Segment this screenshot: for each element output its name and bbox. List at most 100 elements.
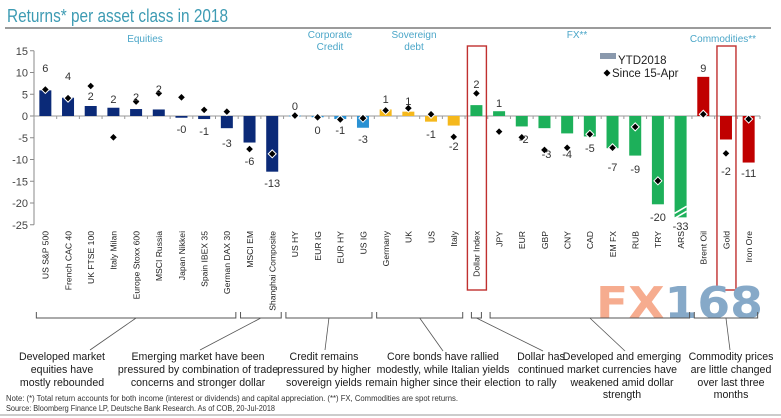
marker-msci-russia (154, 88, 164, 99)
bracket (376, 312, 464, 319)
annotation-developed-equities: Developed market equities have mostly re… (19, 351, 105, 389)
category-labels: US S&P 500 French CAC 40 UK FTSE 100 Italy … (41, 230, 754, 310)
category-label-uk: UK (404, 231, 414, 243)
data-label-brent-oil: 9 (700, 63, 706, 75)
category-label-eur: EUR (517, 231, 527, 249)
bar-em-fx (606, 116, 619, 149)
marker-us-ig (358, 113, 368, 123)
bar-italy (447, 116, 460, 126)
data-label-us: -1 (426, 129, 436, 141)
marker-eur-ig (312, 112, 323, 123)
data-label-japan-nikkei: -0 (177, 124, 187, 136)
bars (39, 76, 755, 220)
category-label-us: US (426, 231, 436, 243)
marker-uk-ftse-100 (86, 81, 96, 91)
data-label-eur-ig: 0 (315, 125, 321, 137)
data-label-jpy: 1 (496, 98, 502, 110)
connector-line (199, 317, 262, 351)
connector-line (589, 317, 626, 352)
axis-break-mark (674, 205, 687, 215)
marker-dollar-index (471, 88, 482, 99)
category-label-us-ig: US IG (358, 231, 368, 255)
y-tick-label: -20 (12, 198, 28, 210)
marker-italy-milan (108, 132, 119, 143)
category-label-germany: Germany (381, 230, 391, 266)
legend-label-since: Since 15-Apr (612, 68, 679, 80)
marker-gold (721, 148, 731, 159)
data-label-rub: -9 (630, 164, 640, 176)
y-tick-label: -5 (18, 133, 28, 145)
marker-jpy (494, 126, 504, 137)
marker-cny (562, 143, 572, 153)
marker-us-s-p-500 (40, 84, 51, 95)
bar-gold (719, 116, 732, 140)
group-label-equities: Equities (127, 34, 163, 45)
bar-brent-oil (697, 76, 710, 116)
annotation-sovereign: Core bonds have rallied modestly, while … (365, 351, 521, 389)
bracket (35, 312, 237, 319)
marker-eur-hy (335, 114, 345, 125)
group-label-fx: FX** (567, 30, 588, 41)
bar-jpy (493, 111, 506, 116)
connector-line (89, 317, 137, 351)
marker-gbp (539, 145, 550, 155)
group-label-sovereign-line2: debt (404, 42, 424, 53)
annotation-fx: Developed and emerging market currencies… (562, 351, 682, 402)
bracket (693, 312, 759, 319)
marker-brent-oil (698, 109, 708, 119)
data-label-uk: 1 (405, 96, 411, 108)
data-label-ars: -33 (673, 221, 689, 233)
category-label-ars: ARS (676, 231, 686, 249)
data-label-shanghai-composite: -13 (264, 178, 280, 190)
data-label-msci-em: -6 (245, 156, 255, 168)
bar-spain-ibex-35 (198, 116, 211, 120)
data-label-gbp: -3 (542, 149, 552, 161)
annotation-commodities: Commodity prices are little changed over… (688, 351, 774, 402)
data-label-em-fx: -7 (608, 162, 618, 174)
data-label-us-s-p-500: 6 (42, 63, 48, 75)
highlight-boxes (466, 45, 737, 291)
data-label-eur: -2 (519, 134, 529, 146)
watermark-part1: FX (596, 278, 665, 329)
category-label-us-hy: US HY (290, 231, 300, 258)
marker-rub (630, 122, 640, 132)
data-label-iron-ore: -11 (741, 168, 756, 180)
marker-italy (449, 132, 459, 142)
data-label-spain-ibex-35: -1 (199, 126, 209, 138)
marker-french-cac-40 (63, 93, 73, 103)
category-label-gold: Gold (721, 231, 731, 249)
y-tick-label: -15 (12, 176, 28, 188)
data-label-cad: -5 (585, 143, 595, 155)
category-label-french-cac-40: French CAC 40 (63, 231, 73, 290)
category-label-iron-ore: Iron Ore (744, 231, 754, 263)
chart-title: Returns* per asset class in 2018 (7, 6, 228, 26)
category-label-spain-ibex-35: Spain IBEX 35 (199, 231, 209, 287)
bracket (285, 312, 373, 319)
watermark-part2: 168 (665, 278, 763, 329)
category-label-uk-ftse-100: UK FTSE 100 (86, 231, 96, 284)
category-label-italy-milan: Italy Milan (109, 231, 119, 270)
annotation-emerging-equities: Emerging market have been pressured by c… (117, 351, 279, 389)
bar-uk (402, 111, 415, 116)
bar-uk-ftse-100 (84, 105, 97, 116)
y-tick-label: 5 (22, 89, 28, 101)
marker-europe-stoxx-600 (131, 96, 141, 107)
category-label-msci-em: MSCI EM (245, 231, 255, 268)
data-label-french-cac-40: 4 (65, 71, 71, 83)
connector-line (476, 317, 544, 352)
bracket (470, 312, 482, 319)
data-label-dollar-index: 2 (473, 79, 479, 91)
data-labels: 6 4 2 2 2 2 -0 -1 -3 -6 -13 0 0 -1 -3 1 1 -1 -2 2 1 -2 -3 -4 -5 -… (42, 63, 756, 233)
annotation-dollar: Dollar has continued to rally (517, 351, 565, 389)
group-label-commodities: Commodities** (690, 34, 756, 45)
marker-shanghai-composite (267, 149, 277, 159)
data-label-italy-milan: 2 (110, 94, 116, 106)
bar-us-s-p-500 (39, 90, 52, 116)
connector-line (725, 317, 731, 351)
data-label-cny: -4 (562, 149, 572, 161)
marker-germany (380, 105, 391, 116)
connector-line (419, 317, 444, 352)
marker-cad (585, 129, 595, 139)
category-label-jpy: JPY (494, 231, 504, 247)
